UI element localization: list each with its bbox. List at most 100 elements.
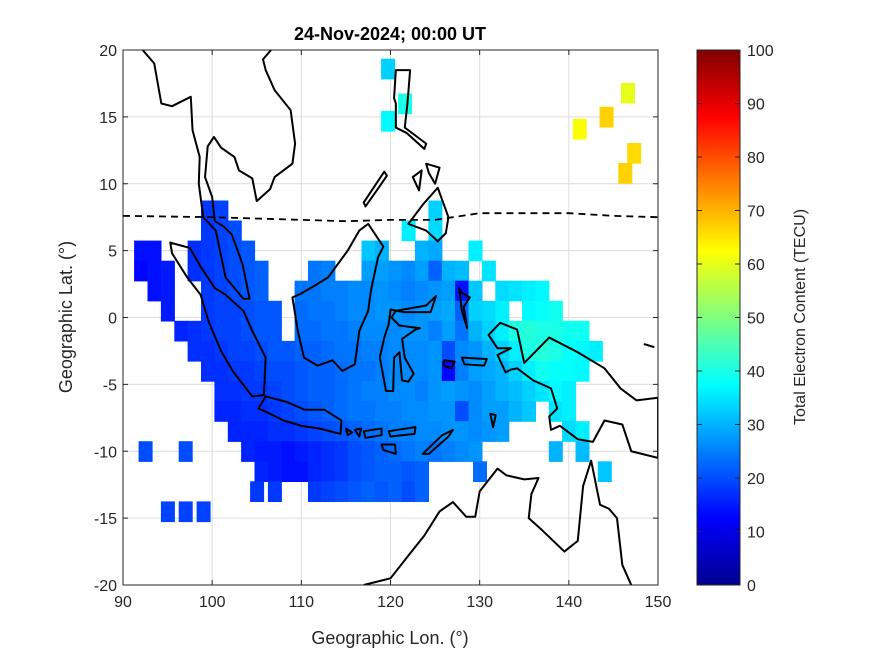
tec-cell (381, 58, 396, 80)
tec-cell (267, 481, 282, 502)
tec-cell (441, 260, 456, 282)
tec-cell (468, 300, 483, 322)
tec-cell (562, 361, 577, 382)
tec-cell (441, 300, 456, 322)
tec-cell (468, 441, 483, 462)
tec-cell (227, 260, 242, 282)
tec-cell (388, 481, 403, 502)
tec-cell (481, 401, 496, 422)
tec-cell (548, 320, 563, 342)
tec-cell (348, 481, 363, 502)
tec-cell (374, 260, 389, 282)
tec-cell (227, 421, 242, 442)
tec-cell (415, 421, 429, 442)
tec-cell (361, 381, 376, 402)
tec-cell (428, 200, 443, 222)
tec-cell (294, 381, 309, 402)
tec-cell (281, 361, 296, 382)
tec-cell (267, 340, 282, 362)
tec-cell (428, 240, 443, 262)
tec-cell (415, 361, 429, 382)
tec-cell (308, 300, 322, 322)
coast-sumatra (170, 243, 265, 397)
tec-cell (535, 300, 550, 322)
tec-cell (495, 421, 510, 442)
tec-cell (401, 260, 416, 282)
tec-cell (321, 381, 336, 402)
y-tick-label: 15 (99, 110, 117, 127)
tec-cell (361, 260, 376, 282)
tec-cell (535, 280, 550, 302)
tec-cell (473, 461, 487, 482)
tec-cell (160, 501, 175, 523)
tec-cell (361, 441, 376, 462)
tec-cell (348, 300, 363, 322)
tec-cell (160, 300, 175, 322)
x-tick-label: 140 (555, 594, 582, 611)
tec-cell (455, 260, 470, 282)
tec-cell (388, 381, 403, 402)
x-axis: 90 100 110 120 130 140 150 (114, 50, 671, 611)
tec-cell (321, 461, 336, 482)
tec-cell (254, 280, 269, 302)
tec-cell (241, 421, 256, 442)
tec-cell (334, 421, 349, 442)
tec-cell (267, 320, 282, 342)
colorbar-tick-label: 70 (747, 204, 765, 221)
tec-cell (227, 320, 242, 342)
colorbar-axis: 0 10 20 30 40 50 60 70 80 90 100 (697, 43, 774, 595)
tec-cell (321, 260, 336, 282)
tec-cell (201, 280, 215, 302)
tec-cell (227, 340, 242, 362)
tec-cell (201, 200, 215, 222)
tec-cell (455, 401, 470, 422)
tec-cell (428, 280, 443, 302)
colorbar (696, 49, 741, 586)
tec-cell (267, 441, 282, 462)
tec-cell (361, 240, 376, 262)
tec-cell (508, 320, 523, 342)
y-tick-label: -5 (103, 377, 117, 394)
tec-cell (548, 401, 563, 422)
y-axis: -20 -15 -10 -5 0 5 10 15 20 (94, 43, 658, 595)
colorbar-tick-label: 100 (747, 43, 774, 60)
tec-cell (321, 320, 336, 342)
tec-cell (281, 401, 296, 422)
tec-cell (415, 441, 429, 462)
tec-cell (415, 240, 429, 262)
tec-cell (508, 280, 523, 302)
tec-cell (267, 461, 282, 482)
tec-cell (618, 163, 633, 184)
tec-cell (481, 300, 496, 322)
tec-cell (241, 361, 256, 382)
x-tick-label: 100 (199, 594, 226, 611)
tec-cell (321, 300, 336, 322)
tec-cell (599, 106, 614, 128)
tec-cell (241, 300, 256, 322)
colorbar-label: Total Electron Content (TECU) (792, 209, 809, 425)
tec-cell (381, 110, 396, 132)
tec-cell (441, 320, 456, 342)
tec-cell (401, 441, 416, 462)
tec-cell (267, 381, 282, 402)
tec-cell (415, 320, 429, 342)
tec-cell (294, 280, 309, 302)
tec-cell (374, 300, 389, 322)
tec-cell (562, 401, 577, 422)
tec-cell (588, 340, 603, 362)
colorbar-tick-label: 10 (747, 525, 765, 542)
colorbar-tick-label: 20 (747, 471, 765, 488)
magnetic-equator-line (123, 213, 658, 221)
tec-cell (428, 361, 443, 382)
tec-cell (134, 240, 149, 262)
tec-cell (455, 280, 470, 302)
tec-cell (548, 361, 563, 382)
tec-cell (495, 361, 510, 382)
tec-cell (401, 481, 416, 502)
tec-cell (428, 320, 443, 342)
tec-cell (334, 340, 349, 362)
tec-cell (415, 280, 429, 302)
tec-cell (401, 421, 416, 442)
tec-cell (178, 501, 193, 523)
y-tick-label: 20 (99, 43, 117, 60)
